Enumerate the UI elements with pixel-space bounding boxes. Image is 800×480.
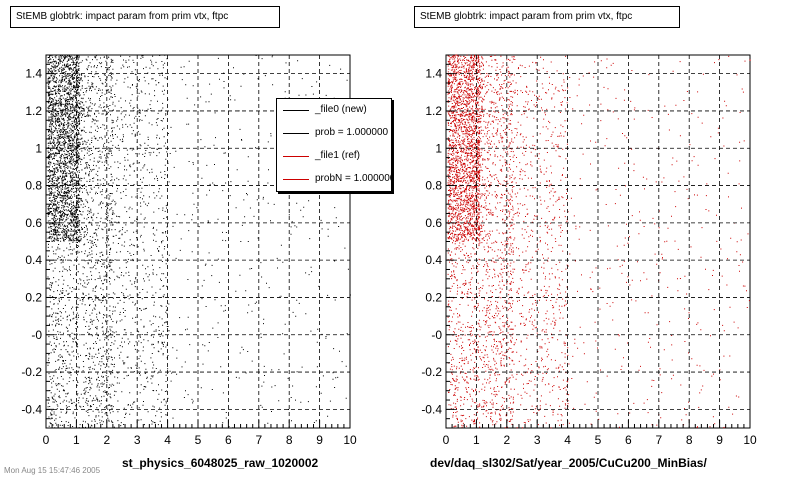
- legend-entry-prob: prob = 1.000000: [277, 127, 391, 139]
- legend-line-prob: [283, 133, 309, 134]
- y-tick-label: -0.4: [421, 402, 442, 416]
- x-tick-label: 8: [286, 433, 293, 447]
- x-tick-label: 0: [43, 433, 50, 447]
- x-tick-label: 5: [595, 433, 602, 447]
- legend-entry-file1: _file1 (ref): [277, 150, 391, 162]
- x-tick-label: 3: [534, 433, 541, 447]
- y-tick-label: 0.4: [25, 253, 42, 267]
- y-tick-label: 1.2: [425, 104, 442, 118]
- legend-label-probn: probN = 1.000000: [315, 173, 392, 184]
- x-tick-label: 3: [134, 433, 141, 447]
- legend-entry-file0: _file0 (new): [277, 104, 391, 116]
- right-chart-title: StEMB globtrk: impact param from prim vt…: [414, 6, 680, 28]
- x-tick-label: 7: [255, 433, 262, 447]
- legend-label-prob: prob = 1.000000: [315, 127, 389, 138]
- legend-entry-probn: probN = 1.000000: [277, 173, 392, 185]
- y-tick-label: 0.2: [25, 290, 42, 304]
- x-tick-label: 1: [73, 433, 80, 447]
- legend-label-file1: _file1 (ref): [315, 150, 361, 161]
- y-tick-label: 0.8: [25, 179, 42, 193]
- legend: _file0 (new) prob = 1.000000 _file1 (ref…: [276, 98, 392, 192]
- x-tick-label: 10: [743, 433, 757, 447]
- left-chart-title: StEMB globtrk: impact param from prim vt…: [10, 6, 280, 28]
- y-tick-label: 1: [435, 141, 442, 155]
- x-tick-label: 6: [225, 433, 232, 447]
- footer-timestamp: Mon Aug 15 15:47:46 2005: [4, 466, 101, 475]
- y-tick-label: 1.2: [25, 104, 42, 118]
- x-tick-label: 7: [655, 433, 662, 447]
- legend-line-file0: [283, 110, 309, 111]
- legend-line-file1: [283, 156, 309, 157]
- left-scatter-plot: 0 1 2 3 4 5 6 7 8 9 10 -0.4 -0.2 -0 0.2 0.4 0.6 0.8 1 1.2 1.…: [21, 54, 357, 447]
- y-tick-label: 0.4: [425, 253, 442, 267]
- x-tick-label: 0: [443, 433, 450, 447]
- y-tick-label: 0.2: [425, 290, 442, 304]
- x-tick-label: 2: [103, 433, 110, 447]
- x-tick-label: 5: [195, 433, 202, 447]
- y-tick-label: -0.4: [21, 402, 42, 416]
- y-tick-label: 0.6: [425, 216, 442, 230]
- x-tick-label: 1: [473, 433, 480, 447]
- x-tick-label: 8: [686, 433, 693, 447]
- x-tick-label: 4: [564, 433, 571, 447]
- x-tick-label: 10: [343, 433, 357, 447]
- y-tick-label: -0.2: [21, 365, 42, 379]
- y-tick-label: 0.6: [25, 216, 42, 230]
- x-tick-label: 6: [625, 433, 632, 447]
- legend-line-probn: [283, 179, 309, 180]
- x-tick-label: 9: [316, 433, 323, 447]
- x-tick-label: 9: [716, 433, 723, 447]
- y-tick-label: 0.8: [425, 179, 442, 193]
- legend-label-file0: _file0 (new): [315, 104, 367, 115]
- y-tick-label: 1: [35, 141, 42, 155]
- x-tick-label: 4: [164, 433, 171, 447]
- right-scatter-plot: 0 1 2 3 4 5 6 7 8 9 10 -0.4 -0.2 -0 0.2 0.4 0.6 0.8 1 1.2 1.…: [421, 54, 757, 447]
- y-tick-label: -0: [431, 328, 442, 342]
- y-tick-label: -0.2: [421, 365, 442, 379]
- x-tick-label: 2: [503, 433, 510, 447]
- right-x-axis-label: dev/daq_sl302/Sat/year_2005/CuCu200_MinB…: [430, 456, 707, 470]
- y-tick-label: -0: [31, 328, 42, 342]
- y-tick-label: 1.4: [425, 67, 442, 81]
- y-tick-label: 1.4: [25, 67, 42, 81]
- scatter-points: [447, 54, 751, 429]
- left-x-axis-label: st_physics_6048025_raw_1020002: [122, 456, 319, 470]
